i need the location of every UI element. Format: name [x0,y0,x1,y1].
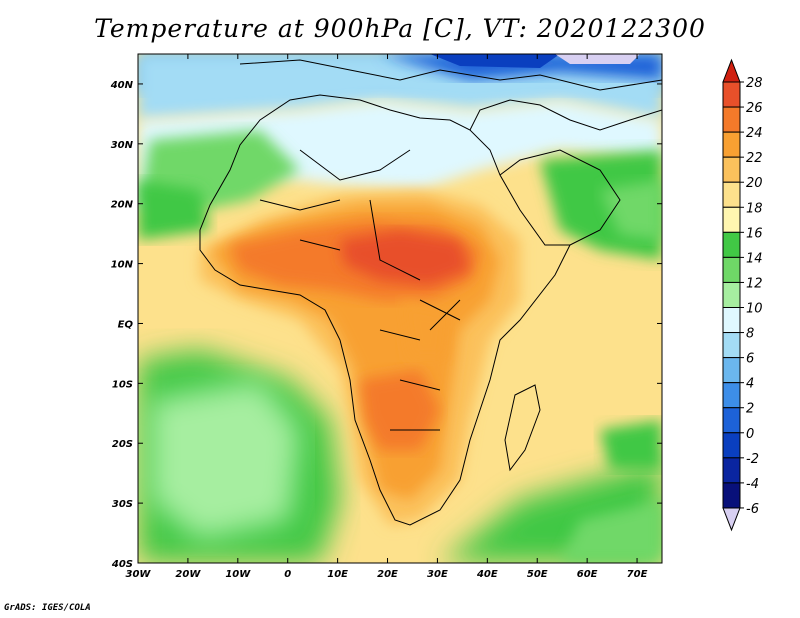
lat-label: 40N [110,80,134,91]
lat-label: 30S [112,499,133,510]
colorbar-segment [722,81,741,108]
grads-credit: GrADS: IGES/COLA [4,603,91,613]
coastlines [199,59,662,526]
colorbar-label: 24 [746,126,763,141]
colorbar-segment [722,382,741,409]
lon-label: 10W [225,569,251,580]
lat-label: 30N [111,140,134,151]
longitude-axis: 30W 20W 10W 0 10E 20E 30E 40E 50E 60E 70E [126,54,648,580]
colorbar-label: -2 [746,452,759,467]
lon-label: 70E [627,569,648,580]
colorbar-segment [722,357,741,384]
colorbar-label: 0 [746,427,754,442]
lat-label: 40S [111,559,133,570]
chart-title: Temperature at 900hPa [C], VT: 202012230… [94,14,706,43]
lon-label: 30E [427,569,448,580]
lon-label: 50E [527,569,548,580]
lon-label: 60E [577,569,598,580]
colorbar-label: 14 [746,251,763,266]
colorbar-label: 4 [746,377,754,392]
lon-label: 20E [377,569,398,580]
colorbar-label: -4 [746,477,759,492]
colorbar-segment [722,106,741,133]
latitude-axis: 40N 30N 20N 10N EQ 10S 20S 30S 40S [110,80,662,570]
colorbar-segment [722,407,741,434]
colorbar-top-arrow [722,58,741,83]
lat-label: EQ [118,319,134,330]
colorbar-segment [722,231,741,258]
colorbar-label: -6 [746,502,759,517]
colorbar-label: 10 [746,302,763,317]
map-frame [137,53,663,564]
colorbar-segment [722,457,741,484]
colorbar-segment [722,181,741,208]
lon-label: 40E [476,569,498,580]
lat-label: 20N [111,200,134,211]
lat-label: 10S [112,379,133,390]
colorbar-bottom-arrow [722,507,741,532]
colorbar-label: 22 [746,151,763,166]
colorbar-segment [722,256,741,283]
temperature-field [138,54,662,563]
colorbar-segment [722,432,741,459]
colorbar-segment [722,332,741,359]
lon-label: 10E [327,569,348,580]
colorbar-label: 20 [746,176,763,191]
colorbar-segment [722,156,741,183]
colorbar-label: 12 [746,276,763,291]
colorbar-label: 8 [746,327,754,342]
lon-label: 0 [284,569,291,580]
colorbar-label: 18 [746,201,763,216]
lon-label: 20W [175,569,201,580]
colorbar-label: 2 [746,402,754,417]
colorbar-label: 26 [746,101,763,116]
colorbar-segment [722,206,741,233]
lon-label: 30W [126,569,152,580]
colorbar-segment [722,281,741,309]
lat-label: 10N [111,260,134,271]
colorbar-label: 28 [746,76,763,91]
lat-label: 20S [112,439,133,450]
colorbar-segment [722,307,741,334]
colorbar-segment [722,131,741,158]
colorbar-label: 6 [746,352,754,367]
colorbar-label: 16 [746,226,763,241]
colorbar-segment [722,482,741,509]
